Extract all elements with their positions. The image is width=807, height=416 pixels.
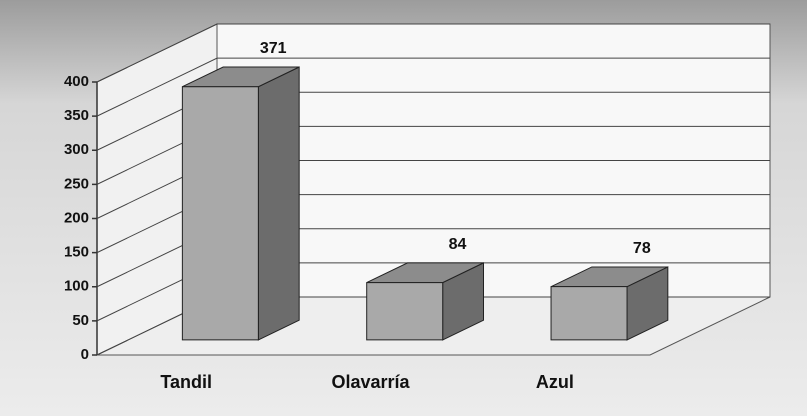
bar-side — [257, 66, 300, 341]
bar — [550, 286, 628, 341]
y-tick-label: 300 — [64, 141, 89, 158]
grid-line — [96, 23, 770, 83]
y-tick-label: 250 — [64, 175, 89, 192]
y-tick-label: 350 — [64, 107, 89, 124]
bar — [181, 86, 259, 341]
data-label: 84 — [449, 236, 467, 253]
data-label: 78 — [633, 240, 651, 257]
x-tick-label: Olavarría — [331, 372, 410, 392]
x-tick-label: Azul — [536, 372, 574, 392]
data-label: 371 — [260, 40, 287, 57]
x-tick-label: Tandil — [160, 372, 212, 392]
y-tick-label: 150 — [64, 244, 89, 261]
grid-line — [96, 57, 770, 117]
y-tick-label: 50 — [72, 312, 89, 329]
y-tick-label: 400 — [64, 73, 89, 90]
y-tick-label: 0 — [81, 346, 89, 363]
bar — [366, 282, 444, 341]
y-tick-label: 100 — [64, 278, 89, 295]
y-tick-label: 200 — [64, 209, 89, 226]
